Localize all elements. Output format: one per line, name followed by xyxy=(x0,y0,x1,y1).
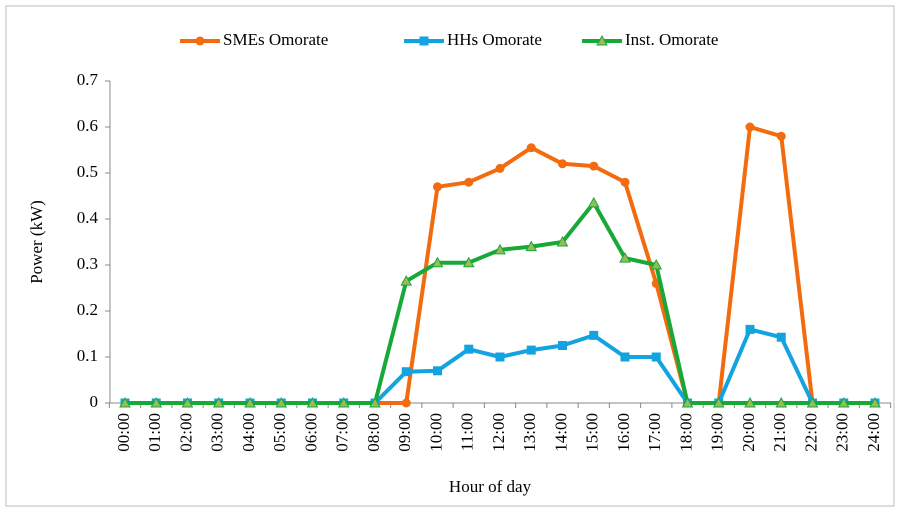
point xyxy=(744,396,756,408)
point xyxy=(495,163,505,173)
point xyxy=(650,258,663,270)
point xyxy=(620,352,630,362)
point xyxy=(525,240,538,252)
point xyxy=(337,396,350,408)
point xyxy=(275,396,288,408)
x-tick-label: 04:00 xyxy=(239,413,258,452)
x-tick-label: 12:00 xyxy=(489,413,508,452)
y-axis-title: Power (kW) xyxy=(27,200,46,284)
x-tick-label: 23:00 xyxy=(833,413,852,452)
legend-label: Inst. Omorate xyxy=(625,30,718,49)
y-tick-label: 0.4 xyxy=(77,208,99,227)
point xyxy=(195,36,205,46)
x-tick-label: 06:00 xyxy=(301,413,320,452)
x-tick-label: 09:00 xyxy=(395,413,414,452)
point xyxy=(620,177,630,187)
y-tick-label: 0.3 xyxy=(77,254,98,273)
x-tick-label: 08:00 xyxy=(364,413,383,452)
point xyxy=(306,396,319,408)
point xyxy=(212,396,225,408)
point xyxy=(464,177,474,187)
point xyxy=(119,396,131,408)
x-tick-label: 00:00 xyxy=(114,413,133,452)
point xyxy=(596,34,608,46)
point xyxy=(244,396,256,408)
x-tick-label: 20:00 xyxy=(739,413,758,452)
point xyxy=(526,345,536,355)
point xyxy=(589,330,599,340)
y-tick-label: 0.6 xyxy=(77,116,98,135)
point xyxy=(745,324,755,334)
x-tick-label: 01:00 xyxy=(145,413,164,452)
x-tick-label: 07:00 xyxy=(333,413,352,452)
point xyxy=(776,332,786,342)
point xyxy=(464,344,474,354)
x-tick-label: 17:00 xyxy=(645,413,664,452)
point xyxy=(431,256,444,268)
x-tick-label: 15:00 xyxy=(583,413,602,452)
y-tick-label: 0.5 xyxy=(77,162,98,181)
point xyxy=(401,398,411,408)
point xyxy=(681,396,694,408)
point xyxy=(587,196,600,208)
point xyxy=(558,159,567,169)
point xyxy=(433,182,442,192)
point xyxy=(712,396,725,408)
x-tick-label: 03:00 xyxy=(208,413,227,452)
point xyxy=(495,352,505,362)
x-axis-title: Hour of day xyxy=(449,477,532,496)
x-tick-label: 21:00 xyxy=(770,413,789,452)
x-tick-label: 18:00 xyxy=(676,413,695,452)
x-tick-label: 10:00 xyxy=(426,413,445,452)
x-tick-label: 05:00 xyxy=(270,413,289,452)
x-tick-label: 02:00 xyxy=(176,413,195,452)
y-tick-label: 0.7 xyxy=(77,70,99,89)
point xyxy=(837,396,850,408)
y-tick-label: 0 xyxy=(90,392,99,411)
legend-label: HHs Omorate xyxy=(447,30,542,49)
y-tick-label: 0.1 xyxy=(77,346,98,365)
point xyxy=(651,352,661,362)
x-tick-label: 16:00 xyxy=(614,413,633,452)
x-tick-label: 19:00 xyxy=(708,413,727,452)
point xyxy=(401,367,411,377)
point xyxy=(433,366,442,376)
point xyxy=(776,131,786,141)
y-tick-label: 0.2 xyxy=(77,300,98,319)
point xyxy=(181,396,194,408)
point xyxy=(526,143,536,153)
x-tick-label: 11:00 xyxy=(458,413,477,451)
point xyxy=(150,396,163,408)
point xyxy=(806,396,819,408)
x-tick-label: 22:00 xyxy=(801,413,820,452)
point xyxy=(558,341,567,350)
point xyxy=(589,161,599,171)
point xyxy=(556,235,569,247)
point xyxy=(419,36,429,46)
legend-label: SMEs Omorate xyxy=(223,30,328,49)
point xyxy=(369,396,381,408)
x-tick-label: 24:00 xyxy=(864,413,883,452)
point xyxy=(745,122,755,132)
point xyxy=(462,256,475,268)
point xyxy=(494,243,506,255)
x-tick-label: 13:00 xyxy=(520,413,539,452)
x-tick-label: 14:00 xyxy=(551,413,570,452)
point xyxy=(619,252,631,263)
point xyxy=(869,396,881,408)
chart-frame xyxy=(5,5,895,507)
point xyxy=(775,396,788,408)
point xyxy=(400,275,413,286)
